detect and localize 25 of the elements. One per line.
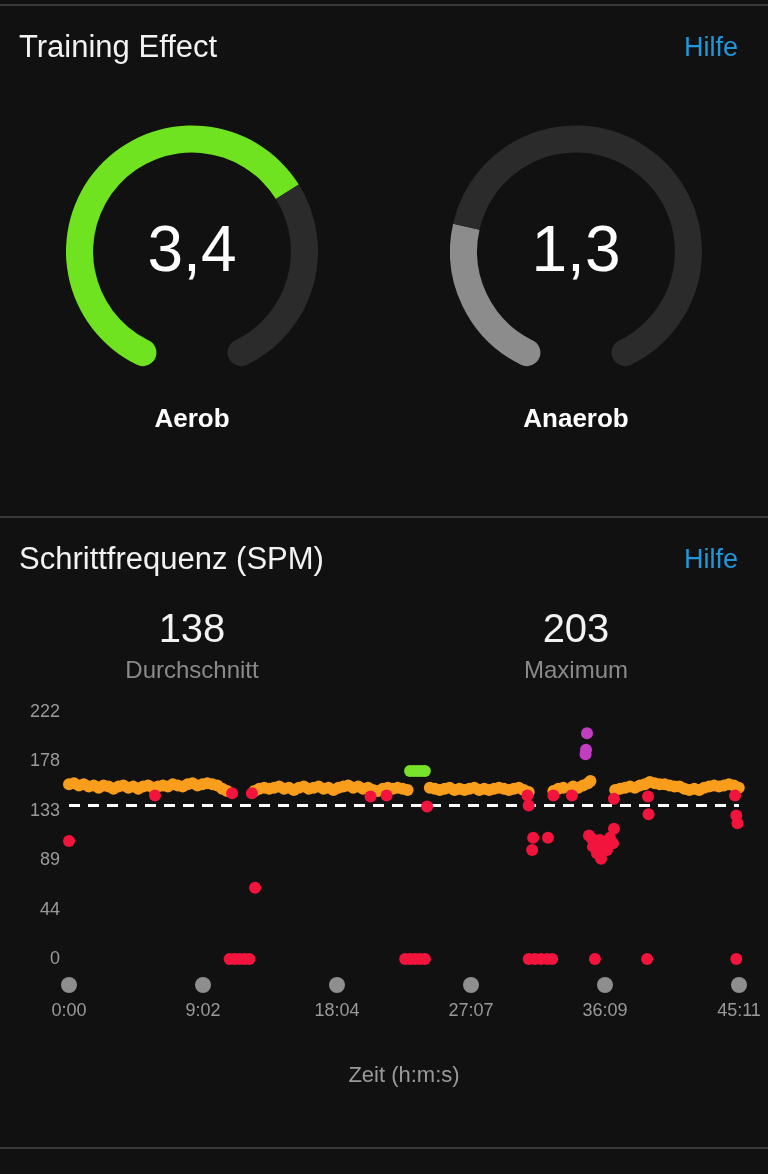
text: Anaerob — [523, 403, 629, 435]
x-tick-label: 27:07 — [448, 999, 494, 1020]
text: 203 — [542, 605, 610, 652]
text: Training Effect — [19, 28, 218, 66]
x-tick-label: 18:04 — [314, 999, 360, 1020]
chart-title: Schrittfrequenz (SPM) — [19, 540, 324, 578]
x-tick-label: 36:09 — [582, 999, 628, 1020]
text: Hilfe — [683, 542, 738, 576]
y-tick-label: 178 — [29, 749, 60, 770]
x-tick-label: 9:02 — [185, 999, 221, 1020]
text: 138 — [158, 605, 226, 652]
y-tick-label: 0 — [49, 947, 60, 968]
text: 3,4 — [147, 211, 237, 287]
text: Hilfe — [683, 30, 738, 64]
text: Durchschnitt — [125, 655, 259, 685]
y-tick-label: 89 — [39, 848, 60, 869]
y-tick-label: 222 — [29, 700, 60, 721]
x-tick-label: 45:11 — [717, 999, 761, 1020]
text: Maximum — [523, 655, 629, 685]
x-tick-label: 0:00 — [51, 999, 87, 1020]
text: Aerob — [154, 403, 230, 435]
y-tick-label: 44 — [39, 899, 60, 920]
text: 1,3 — [531, 211, 621, 287]
y-tick-label: 133 — [29, 799, 60, 820]
x-axis-title: Zeit (h:m:s) — [348, 1061, 460, 1087]
